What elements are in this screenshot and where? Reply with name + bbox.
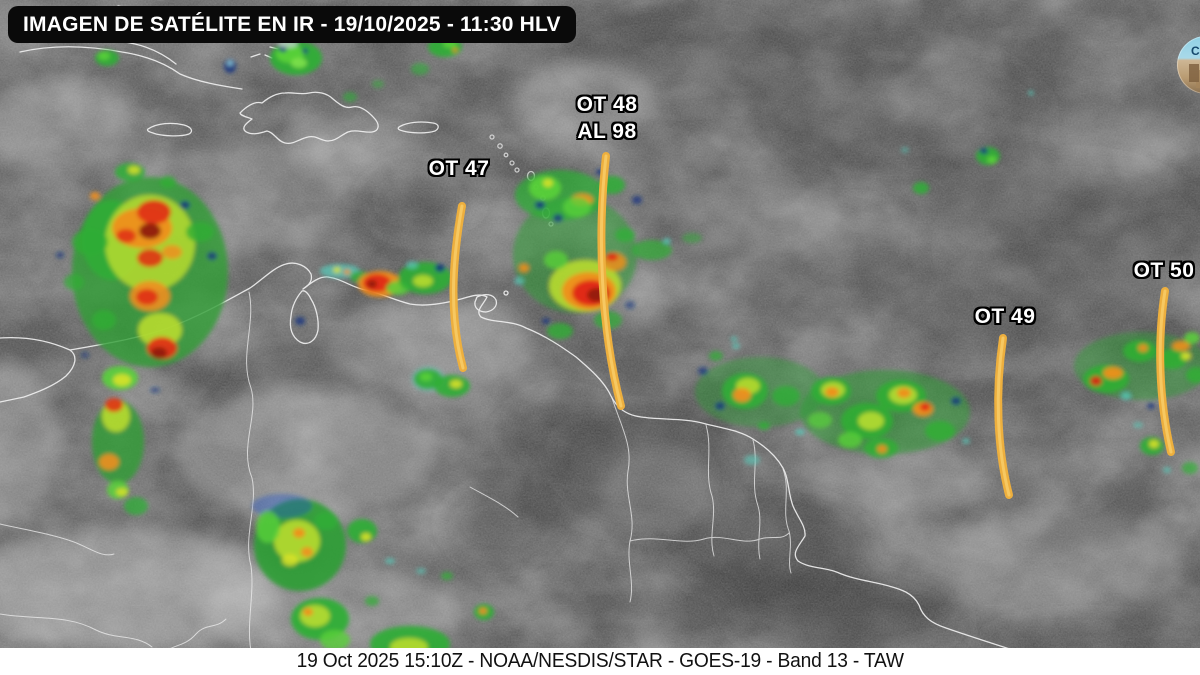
agency-logo: CI <box>1177 36 1200 94</box>
wave-label-ot47-text: OT 47 <box>428 157 490 180</box>
wave-label-ot47: OT 47 <box>404 155 514 182</box>
wave-axes <box>449 152 1175 499</box>
wave-label-ot48: OT 48 AL 98 <box>552 91 662 145</box>
credit-bar: 19 Oct 2025 15:10Z - NOAA/NESDIS/STAR - … <box>0 648 1200 675</box>
wave-label-ot48-text: OT 48 <box>576 93 638 116</box>
wave-label-ot49: OT 49 <box>950 303 1060 330</box>
wave-label-al98-text: AL 98 <box>577 120 637 143</box>
title-banner: IMAGEN DE SATÉLITE EN IR - 19/10/2025 - … <box>8 6 576 43</box>
wave-label-ot50: OT 50 <box>1109 257 1200 284</box>
country-borders <box>0 291 792 663</box>
wave-label-ot49-text: OT 49 <box>974 305 1036 328</box>
agency-logo-building-icon <box>1189 64 1199 82</box>
credit-bar-text: 19 Oct 2025 15:10Z - NOAA/NESDIS/STAR - … <box>296 650 904 672</box>
wave-label-ot50-text: OT 50 <box>1133 259 1195 282</box>
agency-logo-text: CI <box>1191 44 1200 58</box>
title-banner-text: IMAGEN DE SATÉLITE EN IR - 19/10/2025 - … <box>23 13 561 36</box>
coastlines <box>0 5 1063 664</box>
convection-cells <box>56 37 1200 662</box>
